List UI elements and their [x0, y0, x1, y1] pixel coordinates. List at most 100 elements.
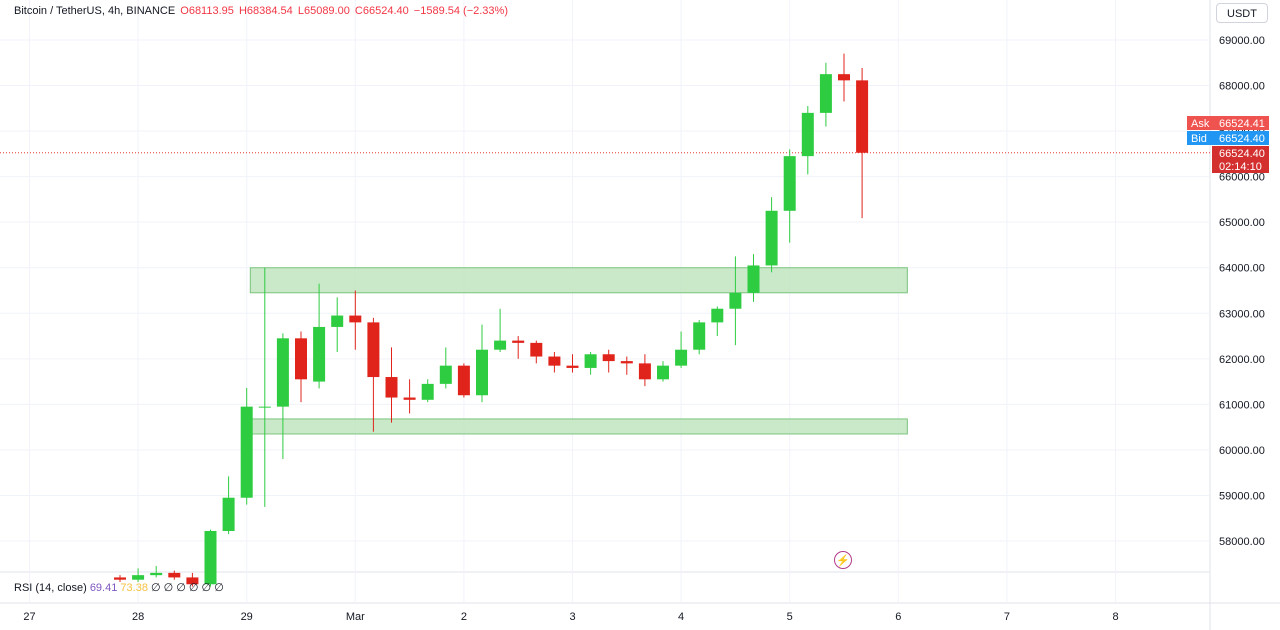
candle-body	[838, 74, 850, 81]
ask-label: Ask	[1191, 118, 1210, 130]
symbol-title[interactable]: Bitcoin / TetherUS, 4h, BINANCE	[14, 5, 176, 17]
currency-button[interactable]: USDT	[1216, 3, 1268, 23]
candle	[856, 68, 869, 219]
candle	[512, 336, 525, 359]
candle-body	[457, 365, 470, 396]
candle	[186, 572, 199, 587]
zone-rect	[249, 418, 908, 435]
candle-body	[819, 74, 832, 113]
candle-body	[801, 112, 814, 157]
candle-body	[476, 349, 488, 396]
price-tick-label: 69000.00	[1219, 35, 1265, 47]
candle	[675, 331, 688, 368]
rsi-label[interactable]: RSI (14, close)	[14, 582, 87, 594]
price-tick-label: 60000.00	[1219, 445, 1265, 457]
price-tick-label: 66000.00	[1219, 172, 1265, 184]
candle	[240, 387, 253, 505]
candle-body	[240, 406, 253, 498]
candle	[258, 267, 271, 507]
candle-body	[620, 361, 633, 364]
candle	[222, 476, 235, 535]
candle-body	[403, 397, 416, 400]
candle	[602, 349, 615, 373]
candle-body	[439, 365, 452, 384]
candle	[439, 347, 452, 389]
candle	[385, 347, 398, 423]
candle	[367, 317, 380, 432]
candle	[693, 320, 706, 355]
candle-body	[132, 575, 145, 580]
rsi-empty-values: ∅ ∅ ∅ ∅ ∅ ∅	[151, 582, 224, 594]
candle	[801, 106, 814, 175]
time-axis[interactable]: 27 28 29 Mar 2 3 4 5 6 7 8	[23, 611, 1118, 623]
bid-tag-bg	[1187, 131, 1269, 145]
candle	[295, 331, 307, 403]
candle	[548, 351, 561, 373]
rsi-legend: RSI (14, close) 69.41 73.38 ∅ ∅ ∅ ∅ ∅ ∅	[14, 581, 224, 594]
candle	[494, 308, 507, 352]
price-tick-label: 68000.00	[1219, 81, 1265, 93]
time-tick-label: 3	[569, 611, 575, 623]
candle	[747, 254, 760, 302]
candle	[657, 361, 669, 382]
candle-body	[675, 349, 688, 366]
symbol-legend: Bitcoin / TetherUS, 4h, BINANCE O68113.9…	[14, 5, 510, 17]
candle-body	[114, 577, 126, 580]
bid-value: 66524.40	[1219, 133, 1265, 145]
time-tick-label: 27	[23, 611, 35, 623]
candle-body	[856, 80, 869, 153]
candle-body	[584, 354, 597, 368]
price-tick-label: 61000.00	[1219, 399, 1265, 411]
candle	[150, 566, 163, 578]
time-tick-label: 2	[461, 611, 467, 623]
candle	[711, 306, 724, 337]
candle	[421, 379, 434, 403]
candle	[476, 324, 488, 403]
time-tick-label: Mar	[346, 611, 365, 623]
price-axis[interactable]: 69000.0068000.0067000.0066000.0065000.00…	[1219, 35, 1265, 548]
candle-body	[693, 322, 706, 350]
price-tick-label: 65000.00	[1219, 217, 1265, 229]
candle-body	[783, 156, 796, 211]
candle-body	[494, 340, 507, 350]
candle-body	[602, 354, 615, 362]
candle-body	[729, 292, 742, 309]
candle	[838, 53, 850, 102]
rsi-ma-value: 73.38	[120, 582, 148, 594]
time-tick-label: 4	[678, 611, 684, 623]
candle	[783, 149, 796, 243]
candle	[819, 62, 832, 127]
price-tick-label: 64000.00	[1219, 263, 1265, 275]
last-price-value: 66524.40	[1219, 148, 1265, 160]
candle	[276, 333, 289, 460]
zone-rect	[249, 267, 908, 294]
candle	[457, 363, 470, 398]
candle-body	[186, 577, 199, 585]
candle-body	[295, 338, 307, 380]
candle-body	[367, 322, 380, 378]
candle-body	[747, 265, 760, 293]
price-tick-label: 59000.00	[1219, 490, 1265, 502]
support-resistance-zones	[249, 267, 908, 435]
time-tick-label: 29	[241, 611, 253, 623]
candle-body	[530, 342, 543, 357]
candle	[204, 529, 217, 587]
time-tick-label: 5	[787, 611, 793, 623]
candle-body	[657, 365, 669, 380]
candle-body	[421, 383, 434, 400]
lightning-icon[interactable]: ⚡	[834, 551, 852, 569]
candle-body	[258, 406, 271, 408]
countdown-timer: 02:14:10	[1219, 161, 1262, 173]
candle	[349, 290, 362, 350]
open-value: O68113.95	[180, 5, 234, 17]
price-tick-label: 63000.00	[1219, 308, 1265, 320]
candle-body	[222, 497, 235, 531]
low-value: L65089.00	[297, 5, 350, 17]
bid-label: Bid	[1191, 133, 1207, 145]
candle	[530, 340, 543, 364]
price-tick-label: 62000.00	[1219, 354, 1265, 366]
candle-body	[150, 572, 163, 576]
time-tick-label: 6	[895, 611, 901, 623]
